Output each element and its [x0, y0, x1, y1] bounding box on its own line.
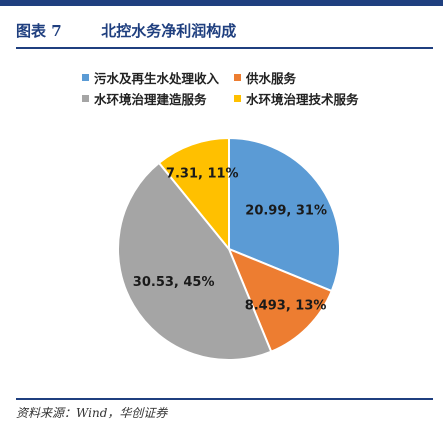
figure-title: 北控水务净利润构成	[101, 22, 237, 40]
legend-swatch-wastewater	[82, 74, 89, 81]
legend-item-wastewater: 污水及再生水处理收入	[82, 68, 219, 87]
legend-label-tech-service: 水环境治理技术服务	[246, 92, 359, 107]
pie-slice-water-supply	[227, 247, 334, 353]
pie-label-water-supply: 8.493, 13%	[245, 298, 327, 313]
legend-label-wastewater: 污水及再生水处理收入	[94, 71, 220, 86]
pie-labels: 20.99, 31% 8.493, 13% 30.53, 45% 7.31, 11%	[133, 167, 327, 314]
legend-label-construction: 水环境治理建造服务	[94, 92, 207, 107]
figure-label: 图表 7	[16, 22, 62, 40]
title-divider	[16, 47, 433, 49]
pie-slice-tech-service	[157, 136, 230, 252]
legend-item-construction: 水环境治理建造服务	[82, 89, 207, 108]
pie-slice-construction	[117, 161, 273, 361]
source-note: 资料来源：Wind，华创证券	[16, 406, 168, 420]
pie-slices	[117, 136, 341, 361]
pie-label-construction: 30.53, 45%	[133, 275, 215, 290]
legend-swatch-tech-service	[234, 95, 241, 102]
pie-label-wastewater: 20.99, 31%	[245, 204, 327, 219]
legend-item-tech-service: 水环境治理技术服务	[234, 89, 359, 108]
top-accent-bar	[0, 0, 443, 6]
source-divider	[16, 398, 433, 400]
legend-swatch-construction	[82, 95, 89, 102]
legend-item-water-supply: 供水服务	[234, 68, 296, 87]
pie-slice-wastewater	[228, 136, 341, 293]
pie-label-tech-service: 7.31, 11%	[166, 167, 239, 182]
legend-swatch-water-supply	[234, 74, 241, 81]
figure-title-row: 图表 7 北控水务净利润构成	[16, 20, 431, 41]
legend-label-water-supply: 供水服务	[246, 71, 297, 86]
